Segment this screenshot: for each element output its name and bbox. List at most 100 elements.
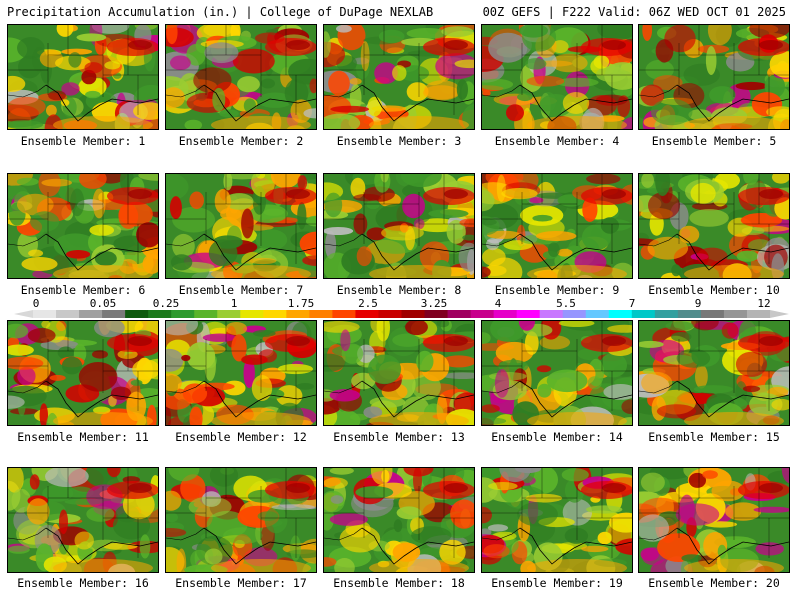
precip-field	[166, 468, 316, 572]
colorbar-swatch	[562, 310, 587, 318]
colorbar-swatch	[700, 310, 725, 318]
colorbar-high-arrow	[770, 310, 789, 318]
precip-field	[324, 468, 474, 572]
colorbar-swatch	[263, 310, 287, 318]
precip-field	[482, 468, 632, 572]
precip-field	[166, 174, 316, 278]
ensemble-member-label: Ensemble Member: 17	[175, 576, 307, 590]
ensemble-member-map	[7, 173, 159, 279]
ensemble-member-map	[7, 320, 159, 426]
colorbar-tick-label: 0	[32, 297, 40, 310]
ensemble-member-label: Ensemble Member: 20	[648, 576, 780, 590]
ensemble-member-map	[7, 24, 159, 130]
ensemble-member-label: Ensemble Member: 6	[20, 283, 146, 297]
ensemble-member-label: Ensemble Member: 19	[491, 576, 623, 590]
ensemble-member-label: Ensemble Member: 5	[651, 134, 777, 148]
colorbar-swatch	[309, 310, 333, 318]
ensemble-member-map	[7, 467, 159, 573]
ensemble-member-map	[638, 24, 790, 130]
ensemble-member-map	[481, 173, 633, 279]
ensemble-member-map	[481, 320, 633, 426]
colorbar-swatch	[516, 310, 541, 318]
colorbar-tick-label: 4	[494, 297, 502, 310]
colorbar-swatch	[194, 310, 218, 318]
precip-field	[324, 174, 474, 278]
ensemble-member-map	[165, 173, 317, 279]
ensemble-member-map	[638, 173, 790, 279]
ensemble-member-label: Ensemble Member: 8	[336, 283, 462, 297]
ensemble-member-label: Ensemble Member: 9	[494, 283, 620, 297]
ensemble-member-map	[481, 467, 633, 573]
ensemble-member-map	[323, 467, 475, 573]
colorbar-swatch	[125, 310, 149, 318]
ensemble-member-label: Ensemble Member: 11	[17, 430, 149, 444]
precip-field	[8, 468, 158, 572]
ensemble-member-map	[165, 24, 317, 130]
precip-field	[482, 25, 632, 129]
colorbar-swatch	[746, 310, 770, 318]
precip-field	[482, 321, 632, 425]
precip-field	[166, 321, 316, 425]
colorbar-swatch	[217, 310, 241, 318]
colorbar-tick-label: 1	[230, 297, 238, 310]
precip-colorbar	[33, 310, 770, 318]
ensemble-member-label: Ensemble Member: 1	[20, 134, 146, 148]
precip-field	[639, 321, 789, 425]
colorbar-swatch	[493, 310, 518, 318]
precip-field	[324, 25, 474, 129]
precip-field	[639, 174, 789, 278]
colorbar-swatch	[102, 310, 126, 318]
colorbar-swatch	[378, 310, 402, 318]
colorbar-swatch	[424, 310, 449, 318]
ensemble-member-label: Ensemble Member: 14	[491, 430, 623, 444]
colorbar-low-arrow	[14, 310, 33, 318]
precip-field	[639, 468, 789, 572]
colorbar-swatch	[33, 310, 57, 318]
precip-field	[324, 321, 474, 425]
colorbar-swatch	[539, 310, 564, 318]
colorbar-tick-label: 0.25	[152, 297, 180, 310]
precip-field	[166, 25, 316, 129]
ensemble-member-label: Ensemble Member: 10	[648, 283, 780, 297]
ensemble-member-label: Ensemble Member: 16	[17, 576, 149, 590]
colorbar-tick-label: 1.75	[287, 297, 315, 310]
colorbar-swatch	[631, 310, 656, 318]
ensemble-member-label: Ensemble Member: 2	[178, 134, 304, 148]
colorbar-swatch	[79, 310, 103, 318]
ensemble-member-label: Ensemble Member: 7	[178, 283, 304, 297]
precip-field	[8, 25, 158, 129]
ensemble-member-map	[323, 24, 475, 130]
precip-field	[482, 174, 632, 278]
colorbar-tick-label: 12	[757, 297, 771, 310]
ensemble-member-label: Ensemble Member: 4	[494, 134, 620, 148]
precip-field	[639, 25, 789, 129]
ensemble-member-label: Ensemble Member: 13	[333, 430, 465, 444]
colorbar-swatch	[148, 310, 172, 318]
colorbar-tick-label: 3.25	[420, 297, 448, 310]
ensemble-member-map	[638, 467, 790, 573]
ensemble-member-map	[165, 467, 317, 573]
colorbar-swatch	[401, 310, 426, 318]
ensemble-member-label: Ensemble Member: 3	[336, 134, 462, 148]
ensemble-member-label: Ensemble Member: 12	[175, 430, 307, 444]
colorbar-tick-label: 7	[628, 297, 636, 310]
colorbar-swatch	[470, 310, 495, 318]
ensemble-member-label: Ensemble Member: 15	[648, 430, 780, 444]
map-title: Precipitation Accumulation (in.) | Colle…	[7, 5, 434, 19]
colorbar-swatch	[723, 310, 748, 318]
colorbar-swatch	[332, 310, 356, 318]
colorbar-swatch	[608, 310, 633, 318]
colorbar-swatch	[56, 310, 80, 318]
precip-field	[8, 174, 158, 278]
colorbar-swatch	[240, 310, 264, 318]
colorbar-swatch	[355, 310, 379, 318]
colorbar-swatch	[585, 310, 610, 318]
ensemble-member-label: Ensemble Member: 18	[333, 576, 465, 590]
colorbar-tick-label: 5.5	[556, 297, 576, 310]
colorbar-tick-label: 2.5	[358, 297, 378, 310]
ensemble-member-map	[638, 320, 790, 426]
ensemble-member-map	[323, 173, 475, 279]
colorbar-swatch	[654, 310, 679, 318]
colorbar-swatch	[677, 310, 702, 318]
ensemble-member-map	[165, 320, 317, 426]
